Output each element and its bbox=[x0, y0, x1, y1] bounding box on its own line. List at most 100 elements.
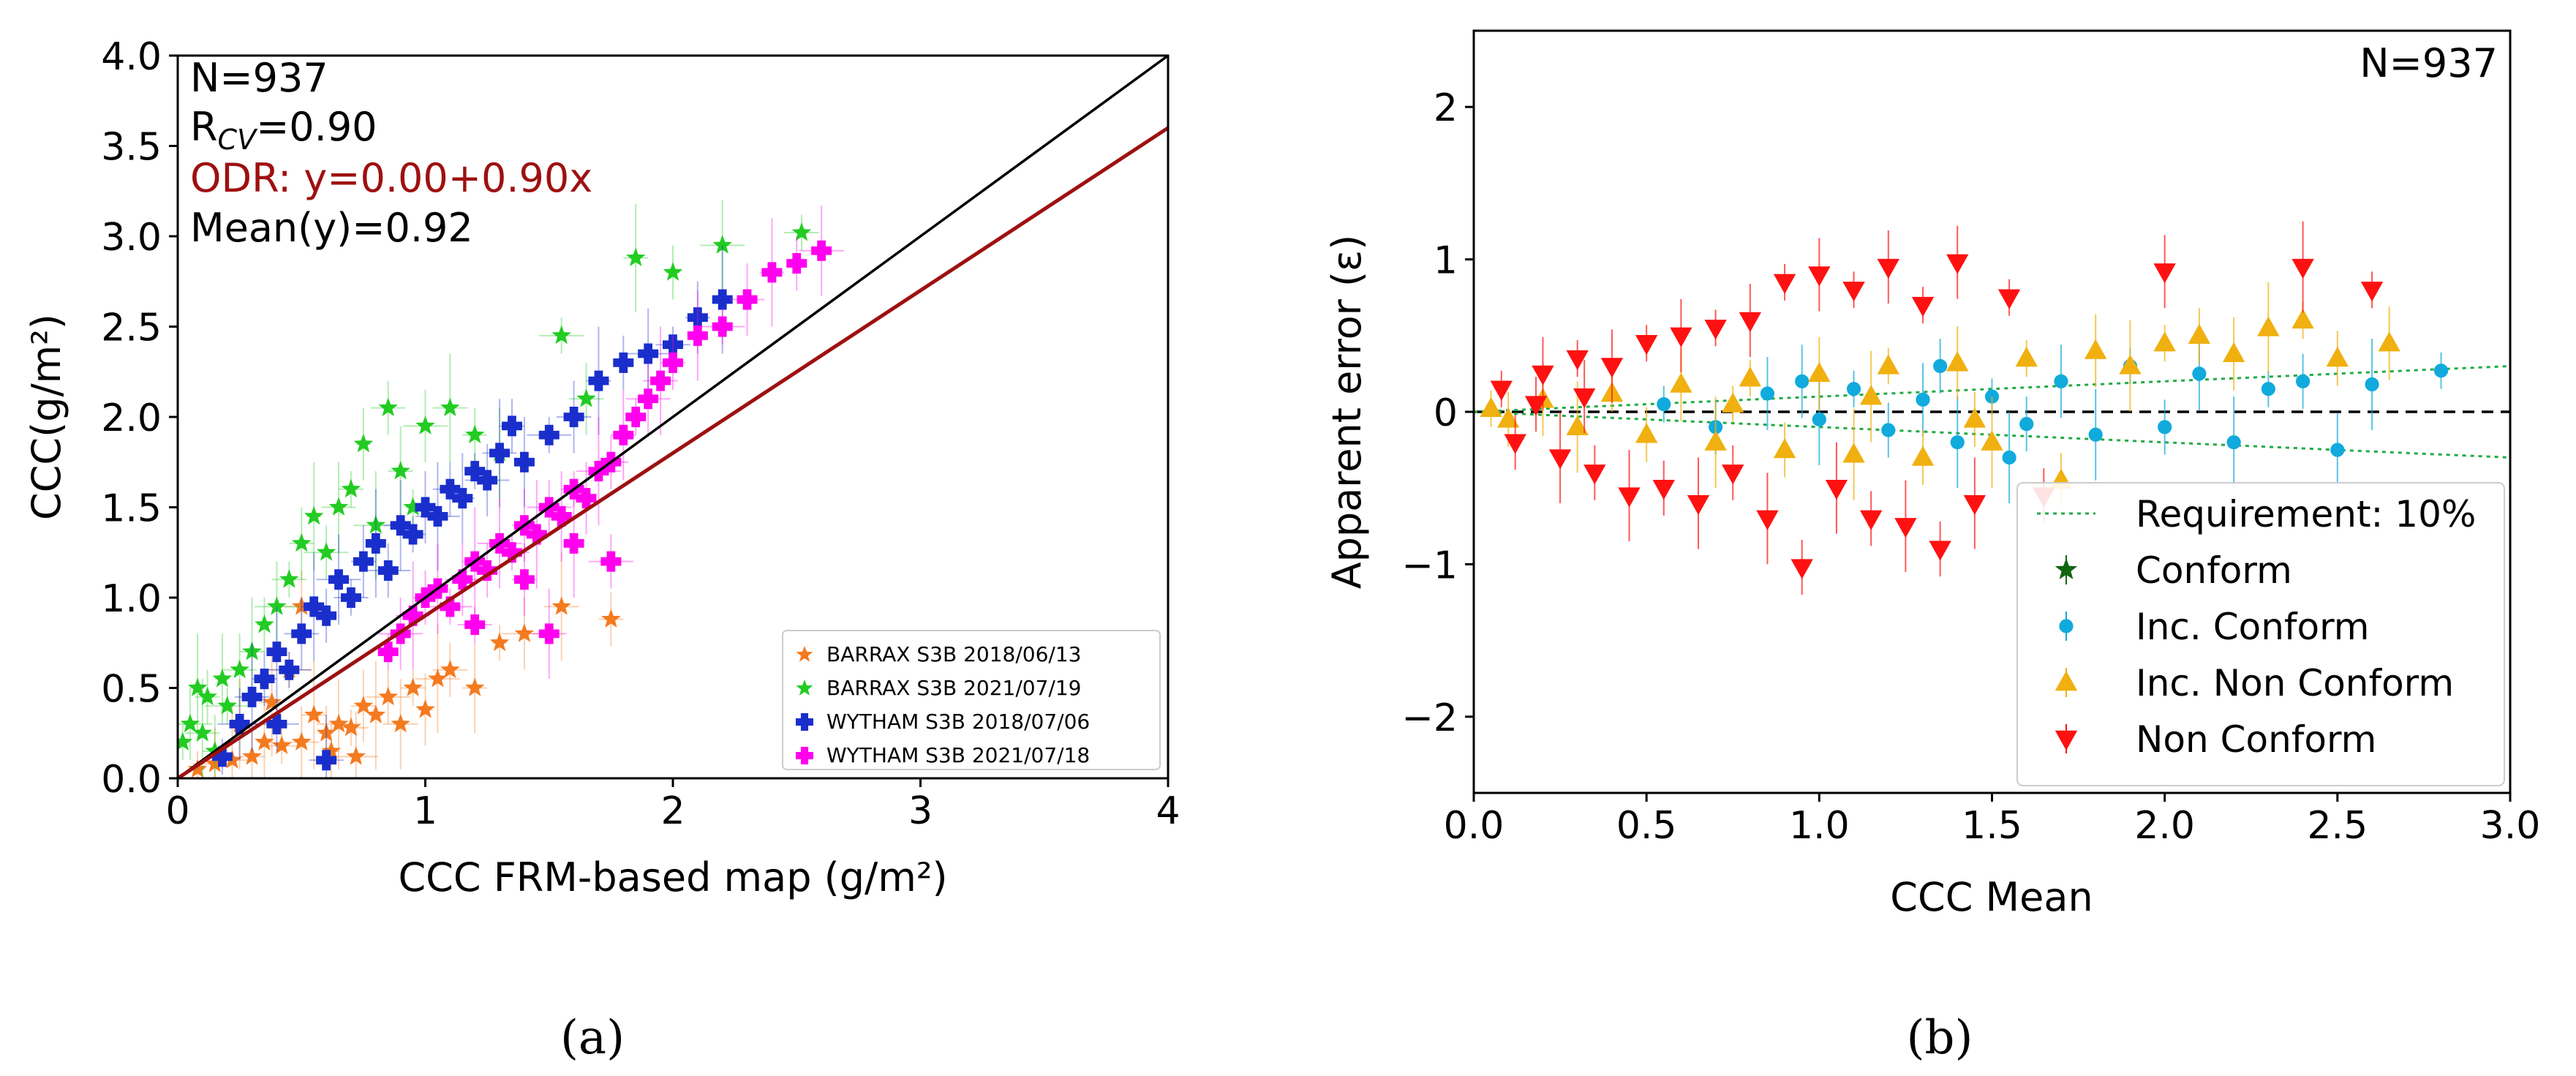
data-point bbox=[1859, 510, 1883, 530]
data-point bbox=[514, 623, 535, 642]
data-point bbox=[1795, 374, 1809, 388]
data-point bbox=[1808, 361, 1831, 383]
data-point bbox=[613, 424, 634, 445]
series-inc-non-conform bbox=[1480, 282, 2400, 508]
data-point bbox=[267, 596, 287, 615]
legend-entry: Non Conform bbox=[2136, 718, 2376, 761]
data-point bbox=[1929, 541, 1951, 561]
data-point bbox=[1670, 372, 1692, 393]
panel-b-y-axis-label: Apparent error (ε) bbox=[1324, 235, 1370, 590]
data-point bbox=[1946, 254, 1969, 274]
data-point bbox=[464, 424, 485, 443]
panel-a-marks bbox=[178, 56, 1168, 778]
data-point bbox=[2257, 316, 2280, 336]
legend-entry: Conform bbox=[2136, 549, 2292, 592]
data-point bbox=[378, 397, 398, 416]
x-tick-label: 2.5 bbox=[2307, 804, 2368, 848]
data-point bbox=[663, 352, 683, 373]
data-point bbox=[316, 605, 337, 626]
data-point bbox=[2119, 354, 2142, 375]
annotation-mean: Mean(y)=0.92 bbox=[190, 205, 473, 251]
data-point bbox=[1790, 559, 1813, 579]
data-point bbox=[341, 717, 361, 737]
panel-a-legend: BARRAX S3B 2018/06/13 BARRAX S3B 2021/07/… bbox=[782, 630, 1161, 770]
data-point bbox=[501, 415, 522, 437]
data-point bbox=[712, 289, 733, 310]
data-point bbox=[2084, 339, 2107, 359]
panel-a-x-ticks: 0 1 2 3 4 bbox=[165, 778, 1180, 833]
data-point bbox=[403, 677, 423, 696]
data-point bbox=[1808, 266, 1831, 287]
data-point bbox=[2158, 420, 2172, 434]
y-tick-label: 1 bbox=[1434, 239, 1458, 283]
data-point bbox=[1881, 423, 1896, 437]
data-point bbox=[1916, 392, 1930, 407]
data-point bbox=[1573, 388, 1596, 409]
legend-entry: BARRAX S3B 2021/07/19 bbox=[826, 676, 1081, 700]
data-point bbox=[2291, 308, 2314, 329]
data-point bbox=[2088, 427, 2103, 442]
data-point bbox=[1825, 480, 1848, 500]
legend-entry: BARRAX S3B 2018/06/13 bbox=[826, 642, 1081, 666]
data-point bbox=[2226, 435, 2241, 450]
legend-marker bbox=[2055, 671, 2078, 691]
data-point bbox=[1842, 443, 1865, 463]
data-point bbox=[402, 605, 423, 626]
x-tick-label: 3 bbox=[908, 789, 933, 833]
data-point bbox=[551, 505, 572, 527]
data-point bbox=[262, 692, 282, 711]
data-point bbox=[563, 533, 584, 554]
data-point bbox=[328, 569, 350, 590]
data-point bbox=[178, 731, 193, 750]
data-point bbox=[2192, 366, 2207, 381]
data-point bbox=[328, 713, 349, 733]
legend-marker bbox=[2059, 619, 2074, 633]
data-point bbox=[291, 731, 312, 750]
legend-marker bbox=[2055, 730, 2078, 750]
x-tick-label: 2.0 bbox=[2134, 804, 2195, 848]
data-point bbox=[366, 515, 386, 534]
data-point bbox=[365, 533, 386, 554]
y-tick-label: 3.0 bbox=[101, 216, 162, 260]
data-point bbox=[761, 262, 783, 283]
data-point bbox=[427, 505, 448, 527]
data-point bbox=[1894, 518, 1917, 538]
data-point bbox=[1532, 365, 1554, 385]
data-point bbox=[576, 388, 596, 407]
data-point bbox=[266, 713, 287, 734]
data-point bbox=[625, 247, 646, 266]
x-tick-label: 0 bbox=[165, 789, 189, 833]
data-point bbox=[1548, 449, 1572, 470]
data-point bbox=[1981, 430, 2003, 451]
data-point bbox=[687, 307, 708, 328]
data-point bbox=[601, 609, 621, 628]
panel-b-annotation-n: N=937 bbox=[2360, 40, 2498, 86]
data-point bbox=[321, 741, 342, 760]
data-point bbox=[1933, 358, 1948, 374]
data-point bbox=[1842, 282, 1865, 302]
legend-marker bbox=[796, 713, 813, 731]
data-point bbox=[811, 240, 832, 261]
legend-marker bbox=[2055, 558, 2078, 579]
data-point bbox=[1618, 487, 1641, 508]
data-point bbox=[1583, 464, 1606, 485]
y-tick-label: 2.0 bbox=[101, 396, 162, 440]
data-point bbox=[791, 222, 812, 241]
data-point bbox=[1524, 396, 1548, 416]
data-point bbox=[786, 253, 807, 274]
data-point bbox=[663, 334, 683, 355]
data-point bbox=[353, 434, 374, 453]
panel-a-y-ticks: 0.0 0.5 1.0 1.5 2.0 2.5 3.0 3.5 4.0 bbox=[101, 35, 178, 802]
data-point bbox=[440, 397, 460, 416]
data-point bbox=[477, 470, 498, 491]
data-point bbox=[1812, 412, 1826, 427]
x-tick-label: 0.0 bbox=[1444, 804, 1504, 848]
data-point bbox=[241, 686, 263, 707]
x-tick-label: 1.5 bbox=[1962, 804, 2022, 848]
data-point bbox=[464, 614, 486, 636]
data-point bbox=[340, 587, 361, 608]
y-tick-label: 2.5 bbox=[101, 306, 162, 350]
data-point bbox=[1773, 274, 1796, 294]
data-point bbox=[663, 262, 683, 281]
